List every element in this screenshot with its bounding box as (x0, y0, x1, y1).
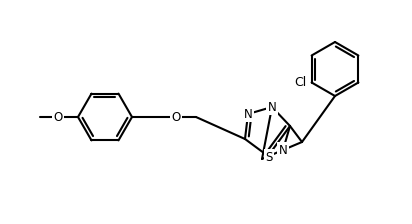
Text: O: O (171, 110, 180, 123)
Text: O: O (54, 110, 63, 123)
Text: N: N (279, 144, 288, 157)
Text: N: N (243, 108, 253, 121)
Text: N: N (268, 101, 276, 114)
Text: Cl: Cl (294, 76, 307, 89)
Text: S: S (265, 151, 273, 164)
